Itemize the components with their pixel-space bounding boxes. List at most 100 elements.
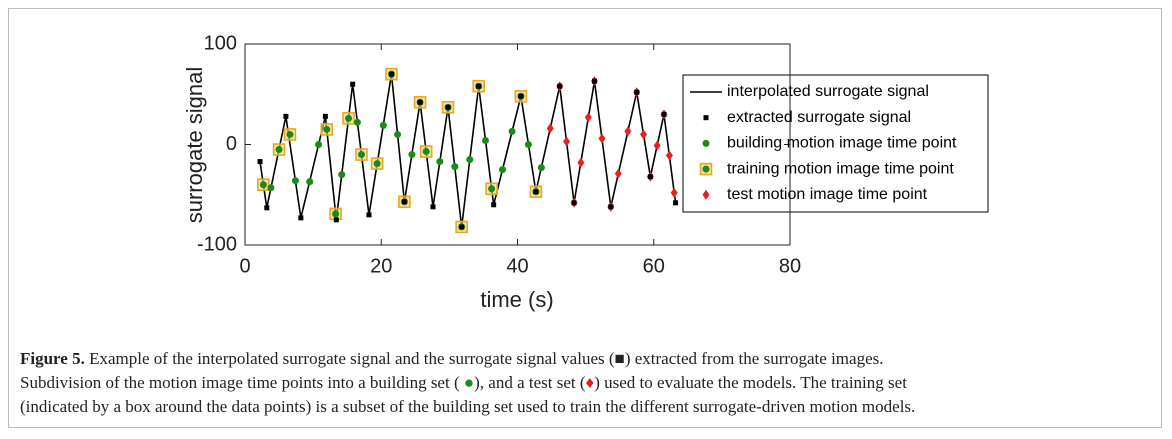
data-point (333, 217, 339, 223)
caption-text: Subdivision of the motion image time poi… (20, 373, 464, 392)
data-point (563, 136, 571, 147)
data-point (350, 81, 356, 87)
signal-line (259, 74, 677, 228)
data-point (598, 133, 606, 144)
chart: time (s) surrogate signal 0 20 40 60 80-1000… (182, 32, 989, 312)
data-point (640, 129, 648, 140)
plot-frame (244, 43, 791, 246)
data-point (647, 174, 653, 180)
data-point (353, 118, 361, 126)
x-tick-label: 20 (370, 255, 392, 277)
data-point (291, 177, 299, 185)
data-point (357, 151, 365, 159)
data-point (298, 215, 304, 221)
data-point (557, 83, 563, 89)
data-point (670, 187, 678, 198)
x-tick-label: 40 (506, 255, 528, 277)
caption-text: Example of the interpolated surrogate si… (84, 349, 615, 368)
caption-text: ) used to evaluate the models. The train… (594, 373, 907, 392)
data-point (322, 113, 328, 119)
y-axis-label: surrogate signal (182, 67, 207, 224)
data-point (508, 127, 516, 135)
data-point (518, 93, 524, 99)
legend-swatch (702, 189, 710, 200)
x-axis-label: time (s) (480, 287, 553, 312)
data-point (466, 156, 474, 164)
data-point (624, 126, 632, 137)
data-point (257, 159, 263, 165)
data-point (401, 199, 407, 205)
data-point (546, 123, 554, 134)
data-point (259, 181, 267, 189)
data-point (537, 164, 545, 172)
x-tick-label: 80 (779, 255, 801, 277)
caption: Figure 5. Example of the interpolated su… (20, 347, 1150, 419)
data-point (379, 121, 387, 129)
legend-swatch (702, 139, 710, 147)
data-point (665, 150, 673, 161)
legend-label: test motion image time point (727, 186, 928, 203)
data-point (332, 210, 340, 218)
data-point (422, 148, 430, 156)
data-point (459, 224, 465, 230)
data-point (571, 200, 577, 206)
data-point (451, 163, 459, 171)
data-point (417, 99, 423, 105)
data-point (577, 157, 585, 168)
data-point (634, 89, 640, 95)
data-point (394, 130, 402, 138)
y-tick-label: 0 (226, 133, 237, 155)
data-point (264, 205, 270, 211)
data-point (283, 113, 289, 119)
caption-text: (indicated by a box around the data poin… (20, 397, 916, 416)
y-tick-label: -100 (197, 233, 237, 255)
data-point (408, 151, 416, 159)
legend-swatch (703, 115, 709, 121)
caption-symbol: ♦ (585, 373, 595, 392)
data-point (481, 136, 489, 144)
data-point (275, 146, 283, 154)
data-point (661, 111, 667, 117)
data-point (584, 112, 592, 123)
data-point (315, 141, 323, 148)
caption-label: Figure 5. (20, 349, 85, 368)
legend-label: extracted surrogate signal (727, 109, 911, 126)
data-point (267, 184, 275, 192)
caption-text: ) extracted from the surrogate images. (624, 349, 884, 368)
caption-symbol: ■ (614, 349, 625, 368)
data-point (388, 71, 394, 77)
legend-box (682, 74, 989, 213)
caption-symbol: ● (463, 373, 475, 392)
data-point (436, 158, 444, 166)
data-point (366, 212, 372, 218)
data-point (430, 204, 436, 210)
caption-text: ), and a test set ( (474, 373, 586, 392)
legend-label: building motion image time point (727, 135, 957, 152)
legend-label: interpolated surrogate signal (727, 83, 929, 100)
data-point (338, 171, 346, 179)
figure-frame (8, 8, 1162, 428)
data-point (445, 104, 451, 110)
data-point (373, 160, 381, 168)
x-tick-label: 60 (643, 255, 665, 277)
legend-label: training motion image time point (727, 160, 954, 177)
y-tick-label: 100 (204, 32, 237, 54)
data-point (488, 185, 496, 193)
data-point (499, 166, 507, 174)
data-point (323, 125, 331, 133)
data-point (286, 130, 294, 138)
data-point (306, 178, 314, 186)
data-point (653, 140, 661, 151)
data-point (608, 204, 614, 210)
data-point (533, 189, 539, 195)
x-tick-label: 0 (239, 255, 250, 277)
data-point (524, 141, 532, 148)
data-point (614, 168, 622, 179)
data-point (673, 200, 679, 206)
data-point (476, 83, 482, 89)
data-point (591, 78, 597, 84)
data-point (491, 202, 497, 208)
data-point (345, 114, 353, 122)
legend-swatch (702, 165, 710, 173)
